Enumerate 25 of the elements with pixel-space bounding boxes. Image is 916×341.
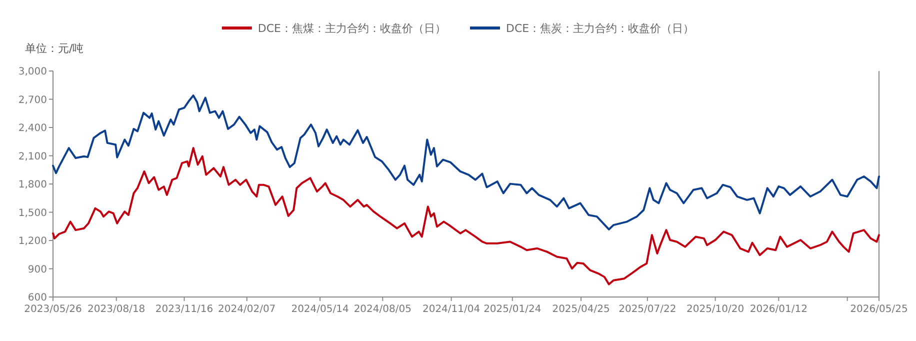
text: 单位：元/吨 — [25, 42, 84, 55]
x-tick-label: 2023/05/26 — [24, 304, 82, 315]
x-tick-label: 2024/05/14 — [291, 304, 349, 315]
x-tick-label: 2026/05/25 — [850, 304, 908, 315]
y-tick-label: 1,800 — [18, 180, 47, 190]
y-tick-label: 2,100 — [18, 151, 47, 162]
legend-label: DCE：焦炭：主力合约：收盘价（日） — [506, 22, 694, 35]
x-tick-label: 2025/01/24 — [484, 304, 542, 315]
x-tick-label: 2023/11/16 — [155, 304, 214, 315]
x-tick-label: 2024/11/04 — [422, 304, 480, 315]
y-tick-label: 900 — [28, 264, 47, 276]
y-tick-label: 3,000 — [18, 66, 47, 78]
x-tick-label: 2026/01/12 — [750, 304, 808, 315]
x-tick-label: 2024/08/05 — [354, 304, 412, 315]
y-tick-label: 600 — [28, 292, 47, 304]
x-tick-label: 2023/08/18 — [88, 304, 146, 315]
x-tick-label: 2025/07/22 — [618, 304, 676, 315]
legend-label: DCE：焦煤：主力合约：收盘价（日） — [258, 22, 446, 35]
y-tick-label: 2,400 — [18, 123, 47, 134]
y-tick-label: 1,200 — [18, 236, 47, 247]
x-tick-label: 2025/10/20 — [686, 304, 744, 315]
x-tick-label: 2024/02/07 — [218, 304, 276, 315]
y-tick-label: 2,700 — [18, 94, 47, 106]
x-tick-label: 2025/04/25 — [552, 304, 610, 315]
y-tick-label: 1,500 — [18, 208, 47, 219]
